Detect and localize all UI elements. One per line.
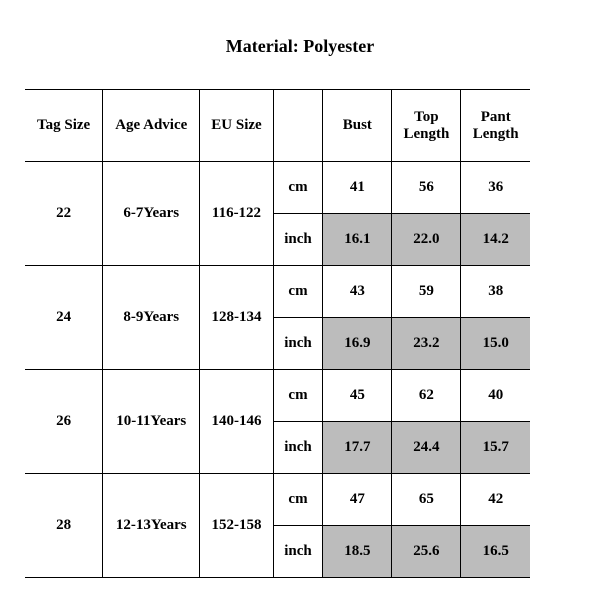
size-table: Tag Size Age Advice EU Size Bust Top Len… xyxy=(25,89,530,578)
cell-bust: 41 xyxy=(323,162,392,214)
col-unit xyxy=(273,90,323,162)
cell-eu-size: 140-146 xyxy=(200,370,273,474)
cell-top-length: 56 xyxy=(392,162,461,214)
cell-eu-size: 116-122 xyxy=(200,162,273,266)
cell-tag-size: 22 xyxy=(25,162,103,266)
table-body: 22 6-7Years 116-122 cm 41 56 36 inch 16.… xyxy=(25,162,530,578)
cell-bust: 16.9 xyxy=(323,318,392,370)
cell-top-length: 59 xyxy=(392,266,461,318)
cell-pant-length: 38 xyxy=(461,266,530,318)
cell-eu-size: 152-158 xyxy=(200,474,273,578)
col-bust: Bust xyxy=(323,90,392,162)
cell-tag-size: 28 xyxy=(25,474,103,578)
cell-unit-inch: inch xyxy=(273,422,323,474)
col-age-advice: Age Advice xyxy=(103,90,200,162)
cell-pant-length: 42 xyxy=(461,474,530,526)
cell-unit-inch: inch xyxy=(273,526,323,578)
cell-unit-inch: inch xyxy=(273,318,323,370)
cell-eu-size: 128-134 xyxy=(200,266,273,370)
cell-pant-length: 15.0 xyxy=(461,318,530,370)
col-pant-length: Pant Length xyxy=(461,90,530,162)
cell-top-length: 25.6 xyxy=(392,526,461,578)
cell-bust: 17.7 xyxy=(323,422,392,474)
table-header-row: Tag Size Age Advice EU Size Bust Top Len… xyxy=(25,90,530,162)
cell-age-advice: 12-13Years xyxy=(103,474,200,578)
cell-pant-length: 36 xyxy=(461,162,530,214)
cell-age-advice: 8-9Years xyxy=(103,266,200,370)
cell-unit-cm: cm xyxy=(273,266,323,318)
table-row: 22 6-7Years 116-122 cm 41 56 36 xyxy=(25,162,530,214)
cell-bust: 47 xyxy=(323,474,392,526)
cell-top-length: 23.2 xyxy=(392,318,461,370)
table-row: 26 10-11Years 140-146 cm 45 62 40 xyxy=(25,370,530,422)
cell-unit-cm: cm xyxy=(273,474,323,526)
cell-bust: 45 xyxy=(323,370,392,422)
table-row: 28 12-13Years 152-158 cm 47 65 42 xyxy=(25,474,530,526)
cell-top-length: 22.0 xyxy=(392,214,461,266)
col-tag-size: Tag Size xyxy=(25,90,103,162)
cell-unit-cm: cm xyxy=(273,162,323,214)
col-top-length: Top Length xyxy=(392,90,461,162)
cell-age-advice: 6-7Years xyxy=(103,162,200,266)
cell-bust: 43 xyxy=(323,266,392,318)
table-row: 24 8-9Years 128-134 cm 43 59 38 xyxy=(25,266,530,318)
cell-pant-length: 16.5 xyxy=(461,526,530,578)
cell-bust: 16.1 xyxy=(323,214,392,266)
cell-bust: 18.5 xyxy=(323,526,392,578)
cell-unit-inch: inch xyxy=(273,214,323,266)
cell-top-length: 65 xyxy=(392,474,461,526)
cell-pant-length: 15.7 xyxy=(461,422,530,474)
cell-top-length: 24.4 xyxy=(392,422,461,474)
cell-pant-length: 14.2 xyxy=(461,214,530,266)
cell-tag-size: 26 xyxy=(25,370,103,474)
cell-tag-size: 24 xyxy=(25,266,103,370)
cell-pant-length: 40 xyxy=(461,370,530,422)
cell-age-advice: 10-11Years xyxy=(103,370,200,474)
page-title: Material: Polyester xyxy=(0,0,600,89)
col-eu-size: EU Size xyxy=(200,90,273,162)
cell-top-length: 62 xyxy=(392,370,461,422)
cell-unit-cm: cm xyxy=(273,370,323,422)
